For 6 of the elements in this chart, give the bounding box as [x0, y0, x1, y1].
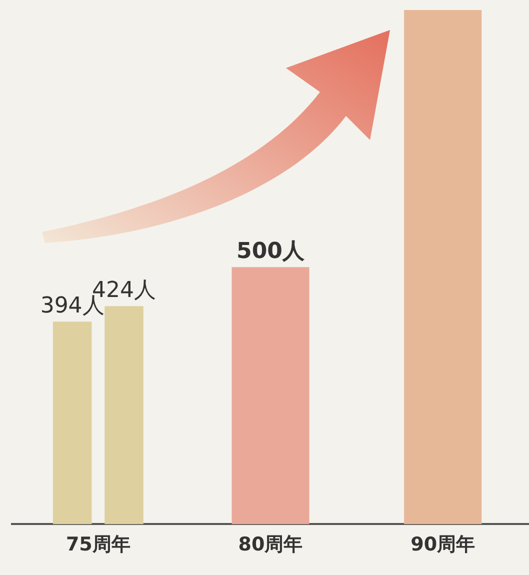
bar [104, 306, 144, 524]
x-tick-label: 90周年 [410, 534, 476, 556]
x-tick-label: 75周年 [66, 534, 130, 556]
bar [404, 10, 482, 524]
x-tick-label: 80周年 [238, 534, 303, 556]
data-label: 500人 [236, 238, 306, 264]
